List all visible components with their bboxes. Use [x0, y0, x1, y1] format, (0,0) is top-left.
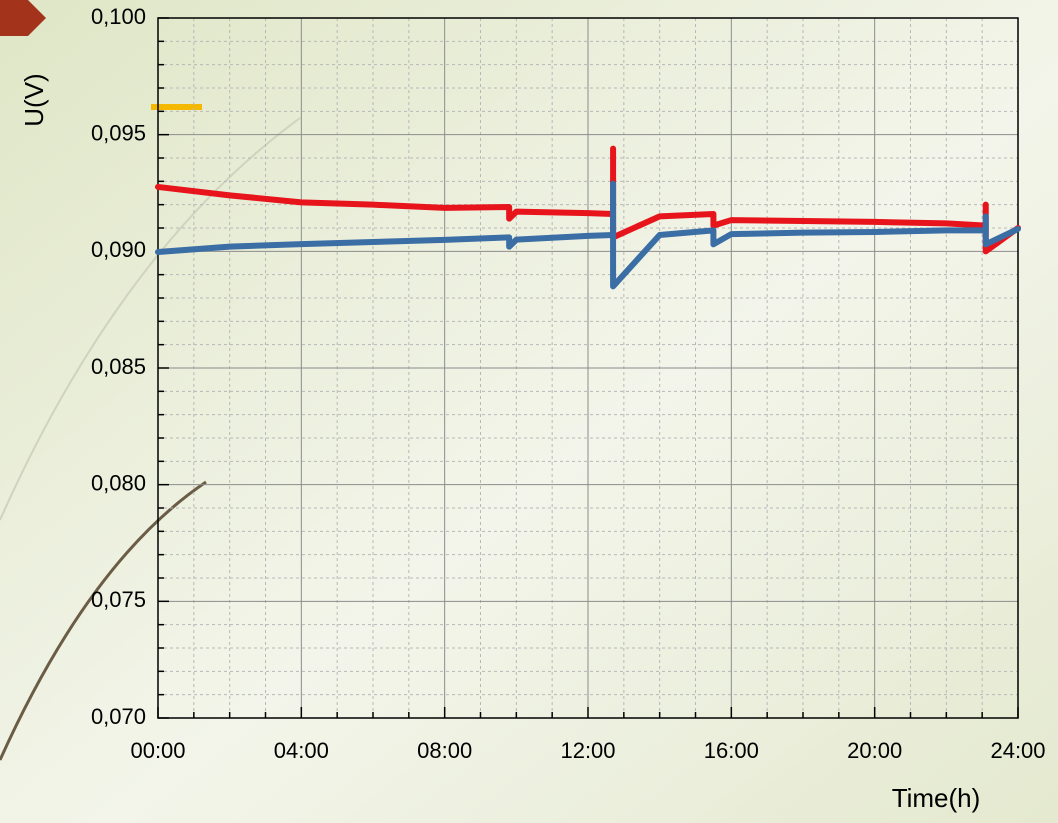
y-tick-label: 0,100: [91, 4, 146, 29]
y-tick-label: 0,095: [91, 120, 146, 145]
page: {"chart_data": { "type": "line", "y_labe…: [0, 0, 1058, 823]
y-tick-label: 0,085: [91, 354, 146, 379]
x-axis-label: Time(h): [892, 783, 981, 813]
y-tick-label: 0,080: [91, 470, 146, 495]
x-tick-label: 04:00: [274, 738, 329, 763]
x-tick-label: 20:00: [847, 738, 902, 763]
y-tick-label: 0,075: [91, 587, 146, 612]
y-tick-label: 0,090: [91, 237, 146, 262]
x-tick-label: 12:00: [560, 738, 615, 763]
y-axis-label: U(V): [19, 73, 49, 126]
x-tick-label: 08:00: [417, 738, 472, 763]
x-tick-label: 16:00: [704, 738, 759, 763]
chart: U(V) Time(h) 00:00 04:00 08:00 12:00 16:00 20…: [0, 0, 1058, 823]
y-tick-label: 0,070: [91, 704, 146, 729]
x-tick-label: 00:00: [130, 738, 185, 763]
x-tick-label: 24:00: [990, 738, 1045, 763]
